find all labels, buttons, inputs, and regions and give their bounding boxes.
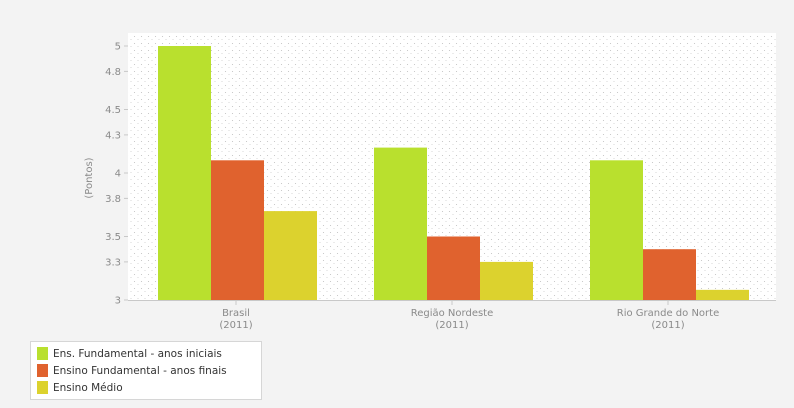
x-category-label: Região Nordeste (411, 308, 494, 319)
y-tick-label: 3 (115, 296, 121, 307)
x-category-year: (2011) (435, 320, 468, 331)
legend-swatch (37, 381, 48, 394)
bar[interactable] (264, 211, 317, 300)
x-category-label: Rio Grande do Norte (617, 308, 719, 319)
legend: Ens. Fundamental - anos iniciais Ensino F… (30, 341, 262, 400)
legend-label: Ensino Médio (53, 381, 123, 394)
legend-label: Ensino Fundamental - anos finais (53, 364, 227, 377)
y-tick-label: 3.5 (105, 232, 121, 243)
y-tick-label: 3.8 (105, 194, 121, 205)
bar[interactable] (427, 236, 480, 301)
bar[interactable] (158, 46, 211, 300)
x-category-year: (2011) (651, 320, 684, 331)
legend-swatch (37, 347, 48, 360)
y-axis-title: (Pontos) (84, 157, 95, 198)
bar[interactable] (374, 147, 427, 300)
y-tick-label: 4.5 (105, 105, 121, 116)
bar[interactable] (480, 261, 533, 300)
legend-swatch (37, 364, 48, 377)
y-axis: 5 4.8 4.5 4.3 4 3.8 3.5 3.3 3 (105, 42, 128, 307)
legend-item[interactable]: Ensino Fundamental - anos finais (37, 362, 255, 379)
bar-series (158, 46, 749, 300)
y-tick-label: 4.3 (105, 130, 121, 141)
legend-item[interactable]: Ensino Médio (37, 379, 255, 396)
bar[interactable] (696, 289, 749, 300)
y-tick-label: 4 (115, 169, 121, 180)
x-axis: Brasil(2011)Região Nordeste(2011)Rio Gra… (219, 300, 719, 331)
bar[interactable] (590, 160, 643, 300)
bar[interactable] (211, 160, 264, 300)
legend-label: Ens. Fundamental - anos iniciais (53, 347, 222, 360)
legend-item[interactable]: Ens. Fundamental - anos iniciais (37, 345, 255, 362)
x-category-label: Brasil (222, 308, 250, 319)
y-tick-label: 5 (115, 42, 121, 53)
y-tick-label: 4.8 (105, 67, 121, 78)
bar[interactable] (643, 249, 696, 300)
y-tick-label: 3.3 (105, 257, 121, 268)
x-category-year: (2011) (219, 320, 252, 331)
